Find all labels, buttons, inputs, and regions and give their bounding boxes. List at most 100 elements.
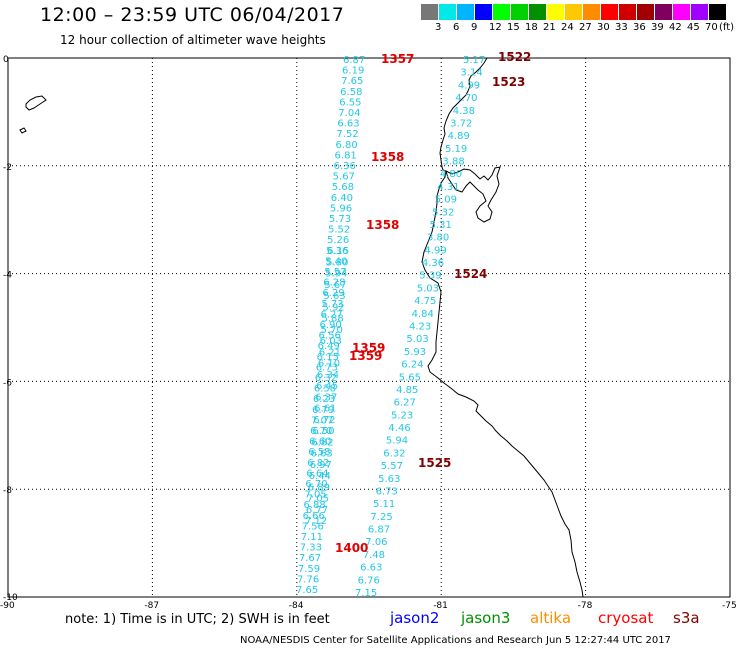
swh-value: 7.59 xyxy=(298,564,320,575)
x-tick-label: -81 xyxy=(433,601,448,611)
swh-value: 5.39 xyxy=(419,271,441,282)
swh-value: 6.63 xyxy=(360,563,382,574)
swh-value: 7.11 xyxy=(301,532,323,543)
swh-value: 4.23 xyxy=(409,322,431,333)
swh-value: 7.05 xyxy=(307,494,329,505)
y-tick-label: -6 xyxy=(3,378,12,388)
swh-value: 3.14 xyxy=(460,68,482,79)
pass-label: 1523 xyxy=(492,75,525,89)
swh-value: 6.40 xyxy=(331,193,353,204)
coastline xyxy=(421,57,584,598)
swh-value: 6.63 xyxy=(337,119,359,130)
scale-swatch xyxy=(601,4,619,20)
scale-label: 18 xyxy=(525,22,538,33)
scale-swatch xyxy=(565,4,583,20)
swh-value: 5.88 xyxy=(322,314,344,325)
swh-value: 6.56 xyxy=(319,331,341,342)
scale-swatch xyxy=(511,4,529,20)
satellite-altika: altika xyxy=(530,609,572,627)
swh-value: 3.72 xyxy=(450,118,472,129)
scale-swatch xyxy=(709,4,727,20)
swh-value: 6.63 xyxy=(311,449,333,460)
swh-value: 6.36 xyxy=(334,161,356,172)
swh-value: 6.90 xyxy=(320,320,342,331)
swh-value: 7.52 xyxy=(336,129,358,140)
swh-value: 6.87 xyxy=(368,525,390,536)
x-tick-label: -78 xyxy=(578,601,593,611)
island-shape xyxy=(25,95,47,111)
swh-value: 7.07 xyxy=(311,415,333,426)
scale-swatch xyxy=(475,4,493,20)
swh-value: 7.05 xyxy=(304,490,326,501)
pass-label: 1525 xyxy=(418,456,451,470)
x-tick-label: -84 xyxy=(289,601,304,611)
y-tick-label: 0 xyxy=(3,55,9,65)
swh-value: 6.89 xyxy=(308,482,330,493)
swh-value: 7.33 xyxy=(300,543,322,554)
swh-value: 6.21 xyxy=(319,347,341,358)
scale-swatch xyxy=(691,4,709,20)
scale-label: 70 xyxy=(705,22,718,33)
satellite-jason3: jason3 xyxy=(461,609,511,627)
swh-value: 6.58 xyxy=(308,447,330,458)
swh-value: 5.19 xyxy=(445,144,467,155)
pass-label: 1359 xyxy=(352,341,385,355)
swh-value: 6.15 xyxy=(327,246,349,257)
swh-value: 6.32 xyxy=(315,373,337,384)
graticule xyxy=(8,58,730,597)
scale-label: 36 xyxy=(633,22,646,33)
swh-value: 4.99 xyxy=(458,80,480,91)
swh-value: 4.99 xyxy=(424,245,446,256)
y-axis-labels: 0 -2 -4 -6 -8 -10 xyxy=(3,55,18,603)
swh-value: 6.03 xyxy=(320,336,342,347)
swh-value: 6.87 xyxy=(343,55,365,66)
swh-value: 7.25 xyxy=(370,512,392,523)
swh-value: 5.63 xyxy=(378,474,400,485)
swh-value: 6.73 xyxy=(376,486,398,497)
swh-value: 7.15 xyxy=(355,588,377,599)
swh-value: 5.36 xyxy=(326,246,348,257)
swh-value: 7.04 xyxy=(338,108,360,119)
x-tick-label: -90 xyxy=(0,601,15,611)
swh-value: 6.97 xyxy=(310,460,332,471)
scale-label: 12 xyxy=(489,22,502,33)
swh-value: 5.93 xyxy=(404,347,426,358)
footer-note: note: 1) Time is in UTC; 2) SWH is in fe… xyxy=(65,612,330,627)
swh-value: 5.67 xyxy=(324,280,346,291)
scale-label: 21 xyxy=(543,22,556,33)
swh-value: 6.66 xyxy=(303,511,325,522)
swh-value: 7.67 xyxy=(299,553,321,564)
swh-value: 5.26 xyxy=(327,235,349,246)
swh-value: 5.03 xyxy=(417,283,439,294)
swh-value: 5.32 xyxy=(432,207,454,218)
credit-line: NOAA/NESDIS Center for Satellite Applica… xyxy=(240,635,671,646)
scale-label: 3 xyxy=(435,22,442,33)
swh-value: 5.63 xyxy=(323,291,345,302)
islet-shape xyxy=(19,127,27,134)
swh-value: 6.49 xyxy=(318,341,340,352)
swh-value: 6.82 xyxy=(311,437,333,448)
header-title: 12:00 – 23:59 UTC 06/04/2017 xyxy=(40,4,345,26)
swh-value: 5.94 xyxy=(386,436,408,447)
swh-value: 7.76 xyxy=(297,574,319,585)
gulf-of-guayaquil xyxy=(445,166,501,223)
swh-value: 6.45 xyxy=(316,381,338,392)
swh-value: 5.68 xyxy=(332,182,354,193)
scale-swatch xyxy=(439,4,457,20)
swh-value: 6.70 xyxy=(310,426,332,437)
swh-value: 5.31 xyxy=(430,220,452,231)
swh-value: 6.27 xyxy=(320,309,342,320)
color-scale xyxy=(421,4,727,20)
swh-value: 7.12 xyxy=(305,516,327,527)
swh-value: 4.85 xyxy=(396,385,418,396)
swh-value: 6.34 xyxy=(317,370,339,381)
swh-value: 6.88 xyxy=(304,500,326,511)
swh-value: 4.89 xyxy=(448,131,470,142)
swh-value: 4.36 xyxy=(422,258,444,269)
swh-value: 6.72 xyxy=(313,415,335,426)
swh-value: 6.82 xyxy=(307,458,329,469)
scale-swatch xyxy=(655,4,673,20)
swh-value: 6.76 xyxy=(358,575,380,586)
map-frame xyxy=(7,57,731,598)
